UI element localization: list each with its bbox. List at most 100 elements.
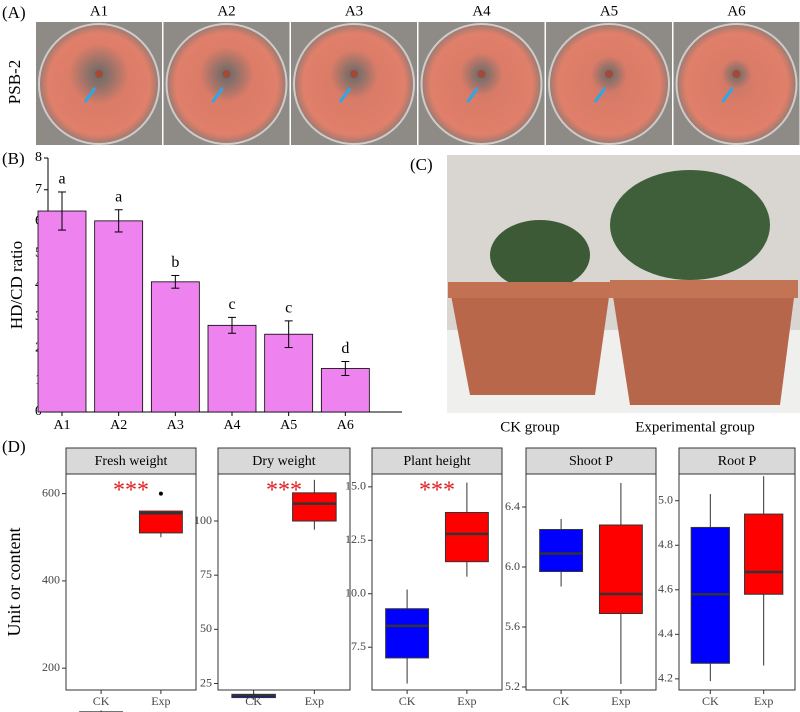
panel-border — [525, 473, 657, 691]
x-tick-label: A5 — [280, 418, 297, 433]
arrow — [466, 87, 479, 103]
y-tick-label: 4.6 — [658, 582, 673, 596]
strip — [678, 447, 796, 475]
x-tick-label: Exp — [754, 694, 773, 708]
colony — [477, 70, 486, 78]
arrow — [338, 87, 352, 103]
box — [138, 510, 183, 534]
y-tick-label: 7.5 — [351, 639, 366, 653]
box — [598, 524, 643, 614]
significance: *** — [266, 478, 302, 504]
plate-label: A4 — [472, 3, 491, 19]
plate-label: A6 — [727, 3, 746, 19]
photo-caption: Experimental group — [635, 419, 755, 435]
y-tick-label: 50 — [200, 621, 212, 635]
bar-annotation: c — [285, 300, 292, 317]
y-tick-label: 5.6 — [505, 619, 520, 633]
arrow — [721, 87, 734, 103]
outlier — [158, 491, 163, 496]
plate-label: A1 — [90, 3, 108, 19]
y-tick-label: 10.0 — [345, 586, 366, 600]
colony — [95, 70, 103, 78]
arrow — [593, 87, 607, 103]
plate-photos — [36, 22, 800, 145]
x-tick-label: A1 — [53, 418, 70, 433]
colony — [732, 70, 741, 78]
y-tick-label: 400 — [42, 573, 60, 587]
bar-annotation: b — [171, 254, 179, 271]
row-label: PSB-2 — [5, 60, 24, 104]
x-tick-label: A4 — [223, 418, 240, 433]
plate-label: A3 — [345, 3, 363, 19]
y-tick-label: 5.0 — [658, 492, 673, 506]
panel-border — [371, 473, 503, 691]
facet-title: Shoot P — [569, 454, 613, 469]
y-tick-label: 6.0 — [505, 559, 520, 573]
box — [539, 529, 584, 572]
strip — [525, 447, 657, 475]
photo-caption: CK group — [500, 419, 560, 435]
x-tick-label: CK — [245, 694, 262, 708]
x-tick-label: Exp — [457, 694, 476, 708]
strip — [371, 447, 503, 475]
x-tick-label: CK — [399, 694, 416, 708]
box — [744, 513, 784, 595]
y-tick-label: 7 — [35, 182, 42, 197]
y-tick-label: 8 — [35, 150, 42, 165]
x-tick-label: CK — [702, 694, 719, 708]
bar-annotation: a — [115, 188, 122, 205]
bar-annotation: d — [341, 340, 349, 357]
colony — [350, 70, 358, 78]
facet-title: Root P — [718, 454, 757, 469]
colony — [605, 70, 613, 78]
strip — [65, 447, 197, 475]
panel-border — [678, 473, 796, 691]
y-tick-label: 12.5 — [345, 532, 366, 546]
facet-title: Dry weight — [252, 454, 315, 469]
facet-title: Plant height — [403, 454, 470, 469]
x-tick-label: A6 — [337, 418, 354, 433]
y-tick-label: 100 — [194, 513, 212, 527]
bar — [37, 210, 87, 413]
arrow — [211, 87, 224, 103]
bar-annotation: a — [58, 171, 65, 188]
facet-title: Fresh weight — [95, 454, 168, 469]
y-axis-label: HD/CD ratio — [7, 241, 26, 329]
y-tick-label: 200 — [42, 660, 60, 674]
plant-photo — [447, 155, 800, 413]
panel-label: (C) — [410, 155, 433, 174]
colony — [222, 70, 231, 78]
y-tick-label: 600 — [42, 485, 60, 499]
y-tick-label: 5.2 — [505, 679, 520, 693]
y-tick-label: 4.2 — [658, 671, 673, 685]
y-axis-label: Unit or content — [4, 528, 24, 637]
box — [385, 608, 430, 659]
box — [292, 492, 337, 522]
y-tick-label: 25 — [200, 675, 212, 689]
bar — [94, 220, 144, 413]
y-tick-label: 4.8 — [658, 537, 673, 551]
panel-border — [65, 473, 197, 691]
panel-border — [217, 473, 351, 691]
plate-label: A2 — [217, 3, 235, 19]
panel-label: (A) — [2, 3, 26, 22]
strip — [217, 447, 351, 475]
y-tick-label: 6.4 — [505, 499, 520, 513]
x-tick-label: A3 — [167, 418, 184, 433]
arrow — [83, 87, 97, 103]
significance: *** — [419, 478, 455, 504]
x-tick-label: Exp — [611, 694, 630, 708]
panel-label: (B) — [2, 149, 25, 168]
box — [444, 511, 489, 563]
significance: *** — [113, 478, 149, 504]
x-tick-label: A2 — [110, 418, 127, 433]
bar — [150, 281, 200, 413]
x-tick-label: Exp — [305, 694, 324, 708]
bar-annotation: c — [228, 296, 235, 313]
x-tick-label: CK — [553, 694, 570, 708]
y-tick-label: 15.0 — [345, 479, 366, 493]
y-tick-label: 4.4 — [658, 626, 673, 640]
bar — [207, 324, 257, 413]
panel-label: (D) — [2, 437, 26, 456]
